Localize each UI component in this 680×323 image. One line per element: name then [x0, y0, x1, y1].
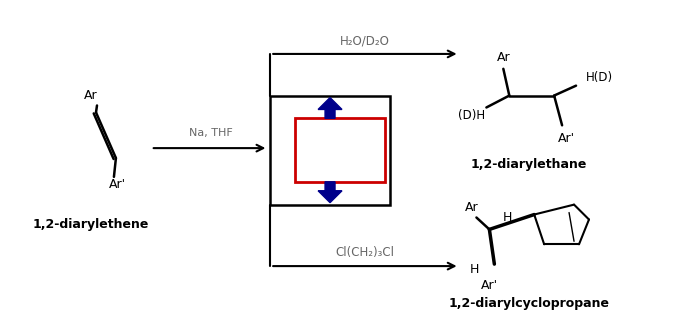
Text: Quencher: Quencher: [302, 143, 378, 157]
Text: Ar: Ar: [496, 51, 510, 64]
Text: 1,2-diarylcyclopropane: 1,2-diarylcyclopropane: [449, 297, 610, 310]
Text: H: H: [503, 211, 512, 224]
Text: Ar: Ar: [84, 89, 98, 102]
Text: (D)H: (D)H: [458, 109, 485, 122]
Text: H(D): H(D): [585, 71, 613, 84]
Text: H₂O/D₂O: H₂O/D₂O: [340, 35, 390, 47]
Polygon shape: [318, 98, 342, 118]
Text: Ar': Ar': [481, 279, 498, 292]
Bar: [270, 96, 390, 205]
Text: 1,2-diarylethane: 1,2-diarylethane: [471, 159, 588, 172]
Text: Na, THF: Na, THF: [188, 128, 233, 138]
Text: Ar': Ar': [558, 132, 575, 145]
Text: H: H: [470, 263, 479, 276]
Bar: [295, 118, 385, 182]
Text: Ar: Ar: [464, 201, 478, 214]
Polygon shape: [318, 182, 342, 203]
Text: Cl(CH₂)₃Cl: Cl(CH₂)₃Cl: [335, 246, 394, 259]
Text: 1,2-diarylethene: 1,2-diarylethene: [33, 218, 149, 231]
Text: Ar': Ar': [109, 178, 126, 191]
